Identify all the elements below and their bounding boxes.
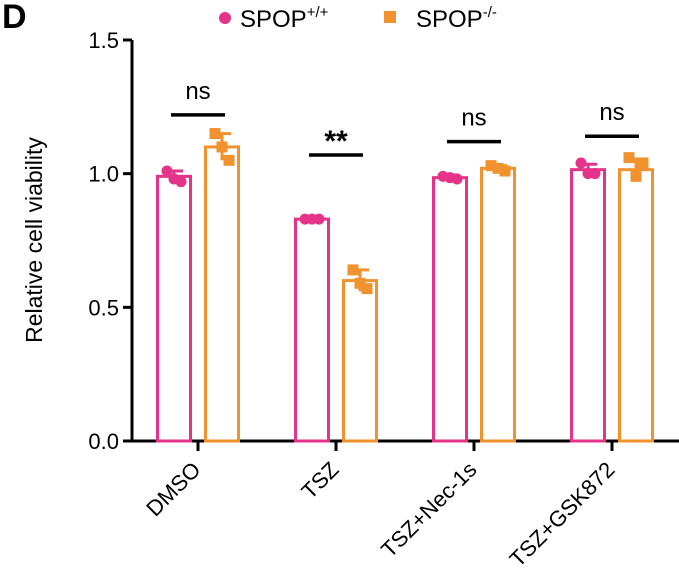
point-spop-wt-dmso-2 bbox=[175, 176, 187, 188]
point-spop-wt-tsz-gsk872-0 bbox=[575, 157, 587, 169]
legend-label-spop-ko: SPOP-/- bbox=[416, 4, 497, 33]
bar-spop-ko-tsz-gsk872 bbox=[618, 168, 654, 443]
point-spop-ko-tsz-nec-1s-0 bbox=[485, 160, 497, 172]
point-spop-ko-tsz-gsk872-1 bbox=[630, 170, 642, 182]
point-spop-wt-tsz-gsk872-2 bbox=[589, 168, 601, 180]
panel-label: D bbox=[2, 0, 27, 36]
legend-label-spop-ko-sup: -/- bbox=[483, 4, 497, 21]
bar-spop-wt-tsz bbox=[294, 217, 330, 443]
point-spop-ko-tsz-nec-1s-1 bbox=[492, 162, 504, 174]
y-tick-label-1-5: 1.5 bbox=[88, 28, 119, 53]
legend-marker-spop-ko bbox=[384, 11, 396, 23]
point-spop-ko-tsz-gsk872-2 bbox=[637, 157, 649, 169]
legend-label-spop-ko-base: SPOP bbox=[416, 6, 483, 33]
point-spop-wt-tsz-2 bbox=[313, 213, 325, 225]
legend-label-spop-wt-base: SPOP bbox=[240, 6, 307, 33]
point-spop-wt-tsz-nec-1s-2 bbox=[451, 173, 463, 185]
point-spop-ko-tsz-2 bbox=[361, 283, 373, 295]
plot-area: 0.0 0.5 1.0 1.5 DMSO TSZ TSZ+Nec-1s TSZ+GSK872 n… bbox=[88, 28, 679, 572]
point-spop-ko-dmso-0 bbox=[209, 128, 221, 140]
significance-label-tsz: ** bbox=[324, 125, 348, 158]
y-axis-label: Relative cell viability bbox=[21, 137, 47, 343]
bar-spop-ko-tsz-nec-1s bbox=[480, 166, 516, 443]
bar-spop-ko-tsz bbox=[342, 279, 378, 443]
x-tick-label-dmso: DMSO bbox=[141, 457, 205, 521]
x-tick-label-tsz-nec-1s: TSZ+Nec-1s bbox=[376, 457, 481, 562]
significance-label-tsz-nec-1s: ns bbox=[461, 105, 486, 132]
point-spop-ko-dmso-2 bbox=[223, 154, 235, 166]
legend-label-spop-wt-sup: +/+ bbox=[307, 4, 329, 21]
point-spop-ko-tsz-0 bbox=[347, 264, 359, 276]
y-tick-label-1-0: 1.0 bbox=[88, 162, 119, 187]
x-tick-label-tsz: TSZ bbox=[296, 457, 343, 504]
bar-spop-wt-tsz-nec-1s bbox=[432, 176, 468, 443]
point-spop-ko-tsz-gsk872-0 bbox=[623, 152, 635, 164]
x-tick-label-tsz-gsk872: TSZ+GSK872 bbox=[505, 457, 620, 572]
significance-label-dmso: ns bbox=[185, 78, 210, 105]
bar-spop-wt-tsz-gsk872 bbox=[570, 168, 606, 443]
bar-spop-ko-dmso bbox=[204, 145, 240, 443]
significance-label-tsz-gsk872: ns bbox=[599, 99, 624, 126]
point-spop-wt-dmso-0 bbox=[161, 165, 173, 177]
point-spop-ko-tsz-nec-1s-2 bbox=[499, 165, 511, 177]
legend-label-spop-wt: SPOP+/+ bbox=[240, 4, 329, 33]
point-spop-ko-dmso-1 bbox=[216, 141, 228, 153]
y-tick-label-0-5: 0.5 bbox=[88, 295, 119, 320]
point-spop-ko-tsz-1 bbox=[354, 277, 366, 289]
bar-spop-wt-dmso bbox=[156, 174, 192, 443]
legend: SPOP+/+ SPOP-/- bbox=[219, 4, 497, 33]
y-tick-label-0-0: 0.0 bbox=[88, 429, 119, 454]
legend-marker-spop-wt bbox=[219, 12, 231, 24]
